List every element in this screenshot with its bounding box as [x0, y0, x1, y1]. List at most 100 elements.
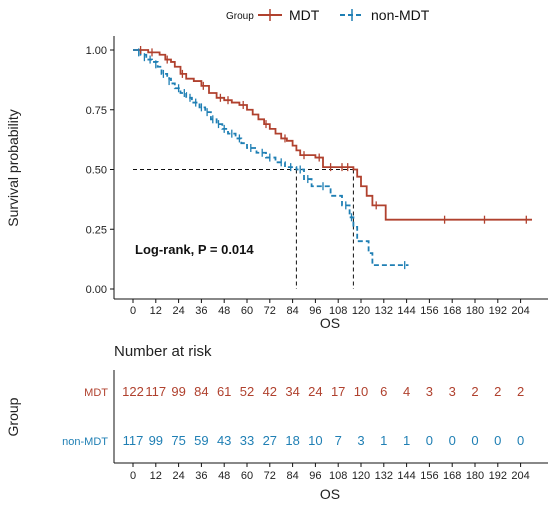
- risk-count-mdt: 99: [171, 384, 185, 399]
- x-tick-label: 132: [375, 305, 393, 317]
- risk-count-non-mdt: 3: [357, 433, 364, 448]
- risk-count-non-mdt: 117: [123, 433, 144, 448]
- risk-count-non-mdt: 99: [149, 433, 163, 448]
- risk-count-non-mdt: 1: [403, 433, 410, 448]
- risk-count-non-mdt: 1: [380, 433, 387, 448]
- risk-x-tick-label: 108: [329, 470, 347, 482]
- risk-x-tick-label: 36: [195, 470, 207, 482]
- risk-count-mdt: 6: [380, 384, 387, 399]
- risk-count-mdt: 2: [494, 384, 501, 399]
- x-tick-label: 144: [397, 305, 415, 317]
- risk-count-mdt: 3: [449, 384, 456, 399]
- survival-curve-mdt: [133, 49, 532, 221]
- risk-x-tick-label: 96: [309, 470, 321, 482]
- x-tick-label: 60: [241, 305, 253, 317]
- risk-count-non-mdt: 33: [240, 433, 254, 448]
- x-tick-label: 84: [286, 305, 298, 317]
- risk-count-non-mdt: 0: [517, 433, 524, 448]
- risk-count-mdt: 4: [403, 384, 410, 399]
- y-axis-title: Survival probability: [5, 109, 21, 227]
- y-tick-label: 0.75: [86, 105, 107, 117]
- risk-count-non-mdt: 0: [471, 433, 478, 448]
- y-ticks: 0.00 0.25 0.50 0.75 1.00: [86, 45, 114, 296]
- risk-count-mdt: 52: [240, 384, 254, 399]
- risk-count-mdt: 17: [331, 384, 345, 399]
- risk-x-tick-label: 132: [375, 470, 393, 482]
- risk-count-mdt: 10: [354, 384, 368, 399]
- risk-x-tick-label: 192: [489, 470, 507, 482]
- risk-count-non-mdt: 10: [308, 433, 322, 448]
- risk-count-mdt: 2: [471, 384, 478, 399]
- risk-count-mdt: 84: [194, 384, 208, 399]
- risk-x-tick-label: 156: [420, 470, 438, 482]
- x-tick-label: 12: [150, 305, 162, 317]
- km-plot-axes: [113, 36, 548, 300]
- x-tick-label: 120: [352, 305, 370, 317]
- risk-row-label-mdt: MDT: [84, 387, 108, 399]
- survival-curve-non-mdt: [133, 49, 409, 266]
- risk-count-non-mdt: 0: [494, 433, 501, 448]
- censor-marks: [138, 46, 527, 270]
- risk-x-tick-label: 204: [511, 470, 529, 482]
- x-tick-label: 24: [172, 305, 184, 317]
- x-tick-label: 0: [130, 305, 136, 317]
- y-tick-label: 0.25: [86, 224, 107, 236]
- risk-count-non-mdt: 7: [335, 433, 342, 448]
- risk-count-mdt: 122: [122, 384, 144, 399]
- x-tick-label: 48: [218, 305, 230, 317]
- risk-x-tick-label: 0: [130, 470, 136, 482]
- risk-row-label-non-mdt: non-MDT: [62, 436, 108, 448]
- x-tick-label: 108: [329, 305, 347, 317]
- x-tick-label: 72: [264, 305, 276, 317]
- risk-x-ticks: 0 12 24 36 48 60 72 84 96 108 120 132 144 156 168 180 19…: [130, 463, 530, 482]
- risk-count-mdt: 2: [517, 384, 524, 399]
- x-tick-label: 96: [309, 305, 321, 317]
- legend-title: Group: [226, 11, 254, 22]
- y-tick-label: 0.50: [86, 165, 107, 177]
- log-rank-annotation: Log-rank, P = 0.014: [135, 242, 254, 257]
- risk-count-mdt: 3: [426, 384, 433, 399]
- risk-x-tick-label: 168: [443, 470, 461, 482]
- risk-x-tick-label: 24: [172, 470, 184, 482]
- risk-table-y-title: Group: [5, 397, 21, 436]
- risk-count-non-mdt: 75: [171, 433, 185, 448]
- risk-x-tick-label: 12: [150, 470, 162, 482]
- x-tick-label: 180: [466, 305, 484, 317]
- legend: Group MDT non-MDT: [226, 7, 430, 23]
- risk-x-tick-label: 84: [286, 470, 298, 482]
- risk-count-mdt: 24: [308, 384, 322, 399]
- x-axis-title: OS: [320, 315, 340, 331]
- risk-table-title: Number at risk: [114, 343, 212, 360]
- risk-x-tick-label: 180: [466, 470, 484, 482]
- median-lines: [133, 169, 354, 289]
- x-tick-label: 168: [443, 305, 461, 317]
- risk-count-non-mdt: 18: [285, 433, 299, 448]
- risk-count-mdt: 34: [285, 384, 299, 399]
- x-ticks: 0 12 24 36 48 60 72 84 96 108 120 132 144 156 168 180 19…: [130, 299, 530, 317]
- x-tick-label: 192: [489, 305, 507, 317]
- risk-count-non-mdt: 59: [194, 433, 208, 448]
- risk-count-non-mdt: 0: [449, 433, 456, 448]
- x-tick-label: 36: [195, 305, 207, 317]
- risk-count-non-mdt: 0: [426, 433, 433, 448]
- legend-label-mdt: MDT: [289, 7, 320, 23]
- risk-x-tick-label: 72: [264, 470, 276, 482]
- x-tick-label: 204: [511, 305, 529, 317]
- risk-x-axis-title: OS: [320, 486, 340, 502]
- risk-x-tick-label: 60: [241, 470, 253, 482]
- risk-count-mdt: 61: [217, 384, 231, 399]
- risk-x-tick-label: 144: [397, 470, 415, 482]
- y-tick-label: 0.00: [86, 284, 107, 296]
- risk-x-tick-label: 120: [352, 470, 370, 482]
- x-tick-label: 156: [420, 305, 438, 317]
- risk-count-non-mdt: 43: [217, 433, 231, 448]
- risk-count-mdt: 42: [263, 384, 277, 399]
- y-tick-label: 1.00: [86, 45, 107, 57]
- risk-count-non-mdt: 27: [263, 433, 277, 448]
- survival-curves: [133, 49, 532, 266]
- risk-table-axes: [113, 370, 548, 464]
- risk-count-mdt: 117: [145, 384, 166, 399]
- risk-x-tick-label: 48: [218, 470, 230, 482]
